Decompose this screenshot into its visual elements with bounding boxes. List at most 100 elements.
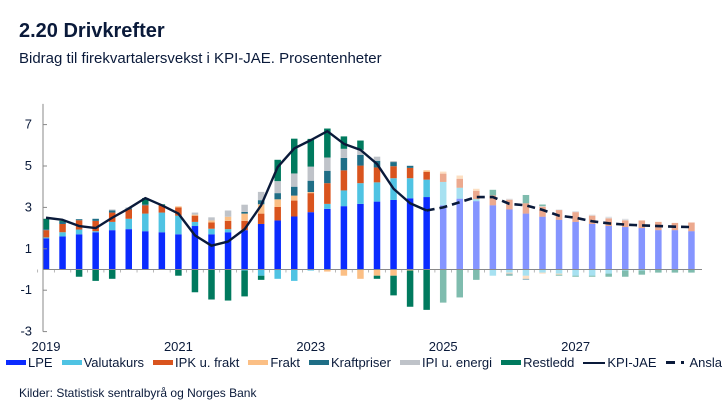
legend-item-ipk: IPK u. frakt: [153, 355, 239, 370]
bar-restledd-2019-K4: [92, 269, 99, 281]
bar-lpe-2019-K4: [92, 232, 99, 270]
bar-lpe-2027-K1: [572, 221, 579, 270]
bar-ipk-u-frakt-2021-K3: [208, 222, 215, 229]
bar-ipk-u-frakt-2025-K3: [473, 190, 480, 200]
bar-ipk-u-frakt-2023-K4: [357, 165, 364, 184]
bar-ipk-u-frakt-2025-K2: [456, 178, 463, 188]
bar-lpe-2025-K3: [473, 201, 480, 270]
bar-restledd-2028-K1: [638, 270, 646, 275]
bar-ipk-u-frakt-2028-K1: [638, 220, 646, 229]
bar-frakt-2024-K4: [423, 170, 430, 173]
legend-label: IPK u. frakt: [175, 355, 240, 370]
bar-ipi-u-energi-2020-K1: [108, 209, 116, 211]
legend-swatch: [308, 360, 329, 365]
bar-restledd-2021-K3: [208, 269, 215, 300]
bar-valutakurs-2023-K3: [340, 190, 348, 207]
bar-kraftpriser-2024-K3: [406, 165, 414, 168]
bar-valutakurs-2024-K3: [406, 178, 414, 199]
bar-lpe-2022-K2: [257, 223, 265, 270]
bar-restledd-2019-K2: [59, 220, 66, 222]
bar-restledd-2025-K2: [456, 269, 463, 298]
bar-valutakurs-2021-K4: [224, 229, 232, 233]
y-tick-label: 5: [25, 158, 32, 173]
bar-lpe-2020-K4: [158, 232, 166, 270]
bar-ipk-u-frakt-2019-K1: [42, 230, 50, 238]
bar-ipk-u-frakt-2022-K3: [274, 206, 281, 221]
bar-valutakurs-2020-K3: [142, 213, 149, 232]
bar-restledd-2023-K4: [357, 140, 364, 150]
bar-kraftpriser-2019-K3: [75, 219, 83, 221]
bar-valutakurs-2021-K2: [191, 221, 199, 227]
bar-ipk-u-frakt-2023-K3: [340, 170, 348, 191]
bar-ipi-u-energi-2027-K3: [605, 216, 612, 219]
bar-restledd-2020-K1: [108, 269, 116, 279]
bar-ipk-u-frakt-2024-K2: [390, 166, 397, 179]
bar-ipk-u-frakt-2023-K2: [324, 183, 331, 204]
bar-lpe-2019-K1: [42, 238, 50, 270]
bar-restledd-2022-K2: [257, 275, 265, 280]
bar-frakt-2023-K2: [324, 269, 331, 272]
legend-swatch: [399, 360, 420, 365]
legend-label: KPI-JAE: [607, 355, 657, 370]
bar-kraftpriser-2023-K1: [307, 180, 315, 193]
bar-lpe-2020-K1: [108, 230, 116, 270]
x-tick-label: 2023: [296, 339, 325, 354]
bar-kraftpriser-2024-K2: [390, 162, 397, 167]
bar-restledd-2021-K4: [224, 269, 232, 301]
bar-frakt-2024-K3: [406, 269, 414, 271]
bar-valutakurs-2028-K1: [638, 269, 646, 271]
bar-lpe-2025-K4: [489, 205, 497, 270]
bar-restledd-2022-K4: [291, 138, 298, 174]
bar-restledd-2026-K4: [555, 274, 563, 276]
bar-valutakurs-2019-K4: [92, 231, 99, 233]
bar-ipi-u-energi-2027-K4: [622, 218, 629, 221]
bar-restledd-2027-K3: [605, 273, 612, 277]
bar-ipk-u-frakt-2027-K2: [588, 215, 596, 224]
legend-label: IPI u. energi: [421, 355, 493, 370]
bar-frakt-2026-K2: [522, 275, 530, 279]
bar-kraftpriser-2020-K3: [142, 204, 149, 206]
bar-ipk-u-frakt-2028-K4: [688, 222, 695, 232]
bar-frakt-2025-K2: [456, 175, 463, 179]
legend-item-kpi-jae: KPI-JAE: [583, 355, 657, 370]
legend-swatch: [583, 361, 606, 364]
legend-swatch: [153, 360, 174, 365]
source-note: Kilder: Statistisk sentralbyrå og Norges…: [19, 386, 257, 400]
bar-lpe-2023-K1: [307, 212, 315, 270]
y-tick-label: 3: [25, 199, 32, 214]
bar-restledd-2025-K4: [489, 189, 497, 196]
bar-lpe-2026-K3: [539, 216, 546, 270]
legend-item-anslag: Anslag: [665, 355, 722, 370]
bar-restledd-2024-K2: [390, 275, 397, 296]
bar-lpe-2020-K3: [142, 231, 149, 270]
bar-kraftpriser-2022-K3: [274, 193, 281, 200]
x-tick-label: 2019: [32, 339, 61, 354]
bar-lpe-2024-K1: [373, 201, 381, 270]
bar-lpe-2023-K2: [324, 208, 331, 270]
bar-frakt-2021-K3: [208, 220, 215, 223]
bar-ipk-u-frakt-2021-K4: [224, 220, 232, 230]
legend-item-restledd: Restledd: [501, 355, 574, 370]
bar-valutakurs-2025-K4: [489, 269, 497, 276]
bar-frakt-2022-K3: [274, 199, 281, 207]
bar-frakt-2024-K2: [390, 269, 397, 276]
bar-valutakurs-2027-K4: [622, 269, 629, 271]
bar-ipk-u-frakt-2023-K1: [307, 193, 315, 213]
bar-valutakurs-2020-K1: [108, 221, 116, 231]
bar-restledd-2019-K3: [75, 269, 83, 277]
bar-restledd-2026-K3: [539, 204, 546, 207]
bar-valutakurs-2026-K2: [522, 269, 530, 276]
legend-label: LPE: [28, 355, 53, 370]
y-tick-label: -1: [20, 282, 32, 297]
bar-lpe-2021-K4: [224, 232, 232, 270]
bar-valutakurs-2022-K4: [291, 269, 298, 281]
legend-label: Kraftpriser: [330, 355, 391, 370]
bar-ipi-u-energi-2022-K1: [241, 204, 248, 212]
bar-ipk-u-frakt-2019-K2: [59, 223, 66, 233]
bar-ipk-u-frakt-2025-K1: [439, 173, 447, 182]
bar-ipk-u-frakt-2026-K1: [506, 199, 513, 210]
bar-restledd-2027-K4: [622, 270, 629, 277]
bar-restledd-2028-K3: [671, 269, 679, 273]
bar-frakt-2024-K1: [373, 269, 381, 276]
bar-ipi-u-energi-2026-K1: [506, 198, 513, 200]
